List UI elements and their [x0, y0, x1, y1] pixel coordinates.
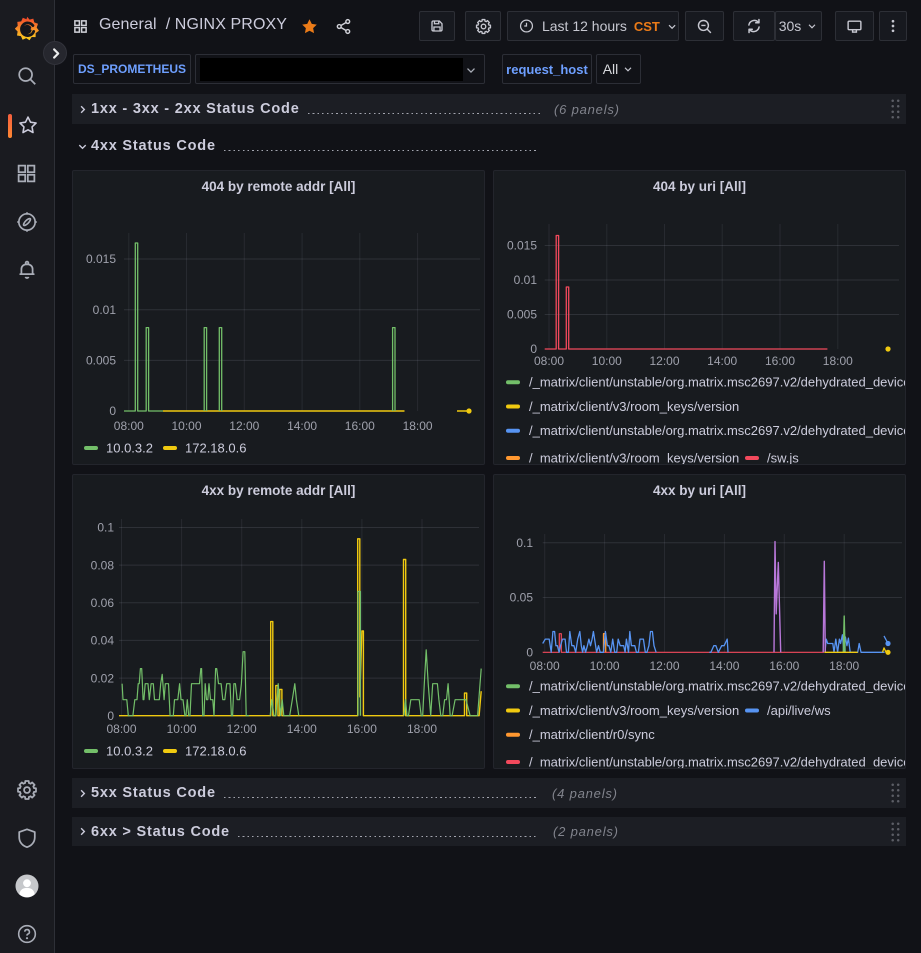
svg-text:12:00: 12:00: [227, 722, 257, 736]
svg-text:0.04: 0.04: [91, 634, 115, 648]
svg-text:172.18.0.6: 172.18.0.6: [185, 440, 246, 455]
svg-text:08:00: 08:00: [534, 354, 564, 368]
svg-text:08:00: 08:00: [106, 722, 136, 736]
svg-text:0: 0: [109, 404, 116, 418]
svg-text:0.015: 0.015: [507, 239, 537, 253]
svg-text:18:00: 18:00: [403, 419, 433, 433]
svg-text:08:00: 08:00: [114, 419, 144, 433]
svg-text:12:00: 12:00: [649, 659, 679, 673]
svg-text:0.005: 0.005: [86, 354, 116, 368]
svg-text:12:00: 12:00: [649, 354, 679, 368]
svg-text:0.01: 0.01: [93, 303, 117, 317]
svg-text:0.015: 0.015: [86, 252, 116, 266]
svg-text:/_matrix/client/v3/room_keys/v: /_matrix/client/v3/room_keys/version: [529, 450, 739, 464]
svg-text:16:00: 16:00: [347, 722, 377, 736]
svg-text:10.0.3.2: 10.0.3.2: [106, 743, 153, 758]
svg-text:16:00: 16:00: [345, 419, 375, 433]
svg-text:16:00: 16:00: [769, 659, 799, 673]
svg-text:0: 0: [530, 342, 537, 356]
svg-text:/api/live/ws: /api/live/ws: [767, 703, 831, 718]
svg-text:0.1: 0.1: [97, 521, 114, 535]
svg-text:0.06: 0.06: [91, 596, 115, 610]
svg-text:10:00: 10:00: [590, 659, 620, 673]
svg-text:/_matrix/client/unstable/org.m: /_matrix/client/unstable/org.matrix.msc2…: [529, 423, 905, 438]
svg-text:/_matrix/client/unstable/org.m: /_matrix/client/unstable/org.matrix.msc2…: [529, 679, 905, 694]
svg-text:0.1: 0.1: [516, 536, 533, 550]
svg-text:/_matrix/client/r0/sync: /_matrix/client/r0/sync: [529, 727, 655, 742]
svg-text:10:00: 10:00: [167, 722, 197, 736]
svg-text:14:00: 14:00: [287, 419, 317, 433]
svg-text:0: 0: [526, 646, 533, 660]
svg-text:/sw.js: /sw.js: [767, 450, 799, 464]
svg-text:10.0.3.2: 10.0.3.2: [106, 440, 153, 455]
svg-text:10:00: 10:00: [171, 419, 201, 433]
svg-text:18:00: 18:00: [823, 354, 853, 368]
svg-text:/_matrix/client/unstable/org.m: /_matrix/client/unstable/org.matrix.msc2…: [529, 375, 905, 390]
svg-text:16:00: 16:00: [765, 354, 795, 368]
svg-text:10:00: 10:00: [592, 354, 622, 368]
svg-text:14:00: 14:00: [709, 659, 739, 673]
svg-text:18:00: 18:00: [407, 722, 437, 736]
svg-text:172.18.0.6: 172.18.0.6: [185, 743, 246, 758]
svg-text:14:00: 14:00: [287, 722, 317, 736]
svg-text:0.01: 0.01: [514, 273, 538, 287]
svg-text:0.05: 0.05: [510, 591, 534, 605]
svg-text:14:00: 14:00: [707, 354, 737, 368]
svg-text:/_matrix/client/v3/room_keys/v: /_matrix/client/v3/room_keys/version: [529, 703, 739, 718]
svg-text:18:00: 18:00: [829, 659, 859, 673]
svg-text:12:00: 12:00: [229, 419, 259, 433]
svg-text:0.02: 0.02: [91, 671, 115, 685]
svg-text:0.005: 0.005: [507, 308, 537, 322]
svg-text:0.08: 0.08: [91, 558, 115, 572]
svg-text:/_matrix/client/unstable/org.m: /_matrix/client/unstable/org.matrix.msc2…: [529, 754, 905, 768]
svg-text:08:00: 08:00: [530, 659, 560, 673]
svg-text:/_matrix/client/v3/room_keys/v: /_matrix/client/v3/room_keys/version: [529, 399, 739, 414]
svg-text:0: 0: [107, 709, 114, 723]
